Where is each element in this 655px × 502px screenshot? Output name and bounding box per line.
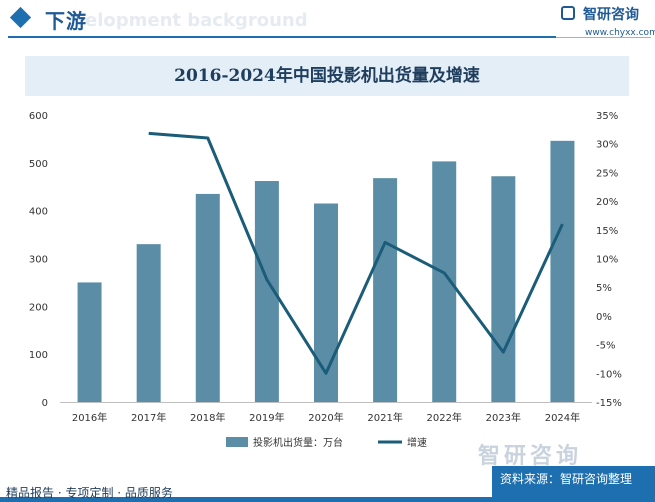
header-background-word: elopment background: [85, 10, 308, 31]
chart-title-band: 2016-2024年中国投影机出货量及增速: [25, 56, 629, 96]
y-right-tick-label: 0%: [596, 312, 612, 323]
legend-label-shipments: 投影机出货量：万台: [253, 436, 343, 449]
y-right-tick-label: 25%: [596, 168, 618, 179]
footer-band: [492, 466, 655, 502]
y-left-tick-label: 400: [29, 207, 48, 218]
y-left-tick-label: 200: [29, 302, 48, 313]
source-text: 资料来源：智研咨询整理: [500, 472, 633, 486]
y-right-tick-label: 15%: [596, 226, 618, 237]
logo-url: www.chyxx.com: [585, 28, 655, 38]
x-tick-label: 2016年: [72, 411, 107, 424]
legend-swatch-bar: [226, 437, 248, 447]
x-tick-label: 2020年: [308, 411, 343, 424]
x-tick-label: 2019年: [249, 411, 284, 424]
y-left-tick-label: 0: [42, 398, 48, 409]
section-title: 下游: [45, 9, 87, 33]
footer-tagline: 精品报告 · 专项定制 · 品质服务: [6, 486, 173, 500]
x-tick-label: 2022年: [426, 411, 461, 424]
logo-icon: [561, 6, 575, 20]
y-right-tick-label: 35%: [596, 111, 618, 122]
y-right-tick-label: -5%: [596, 341, 615, 352]
header-bar: elopment background 下游 智研咨询 www.chyxx.co…: [0, 0, 655, 44]
footer-bottom-rule: [0, 497, 655, 502]
x-tick-label: 2018年: [190, 411, 225, 424]
x-tick-label: 2024年: [545, 411, 580, 424]
bar: [136, 244, 161, 402]
y-left-tick-label: 500: [29, 159, 48, 170]
y-right-tick-label: 10%: [596, 255, 618, 266]
y-right-tick-label: 30%: [596, 140, 618, 151]
bar: [195, 193, 220, 402]
bar: [373, 178, 398, 402]
x-tick-label: 2017年: [131, 411, 166, 424]
y-right-tick-label: 20%: [596, 197, 618, 208]
y-left-tick-label: 100: [29, 350, 48, 361]
bar: [491, 176, 516, 402]
header-divider-thin: [556, 37, 651, 38]
growth-rate-line: [148, 131, 564, 375]
y-left-tick-label: 600: [29, 111, 48, 122]
y-right-tick-label: -10%: [596, 369, 622, 380]
logo-text: 智研咨询: [583, 7, 639, 23]
header-divider: [8, 36, 556, 38]
y-right-tick-label: -15%: [596, 398, 622, 409]
bar: [550, 140, 575, 402]
x-tick-label: 2023年: [486, 411, 521, 424]
watermark-logo: 智研咨询: [478, 444, 583, 469]
bar: [314, 203, 338, 402]
y-left-tick-label: 300: [29, 255, 48, 266]
y-right-tick-label: 5%: [596, 283, 612, 294]
x-tick-label: 2021年: [367, 411, 402, 424]
bar: [77, 282, 102, 402]
chart-title: 2016-2024年中国投影机出货量及增速: [174, 66, 480, 86]
legend-label-growth: 增速: [407, 436, 427, 449]
